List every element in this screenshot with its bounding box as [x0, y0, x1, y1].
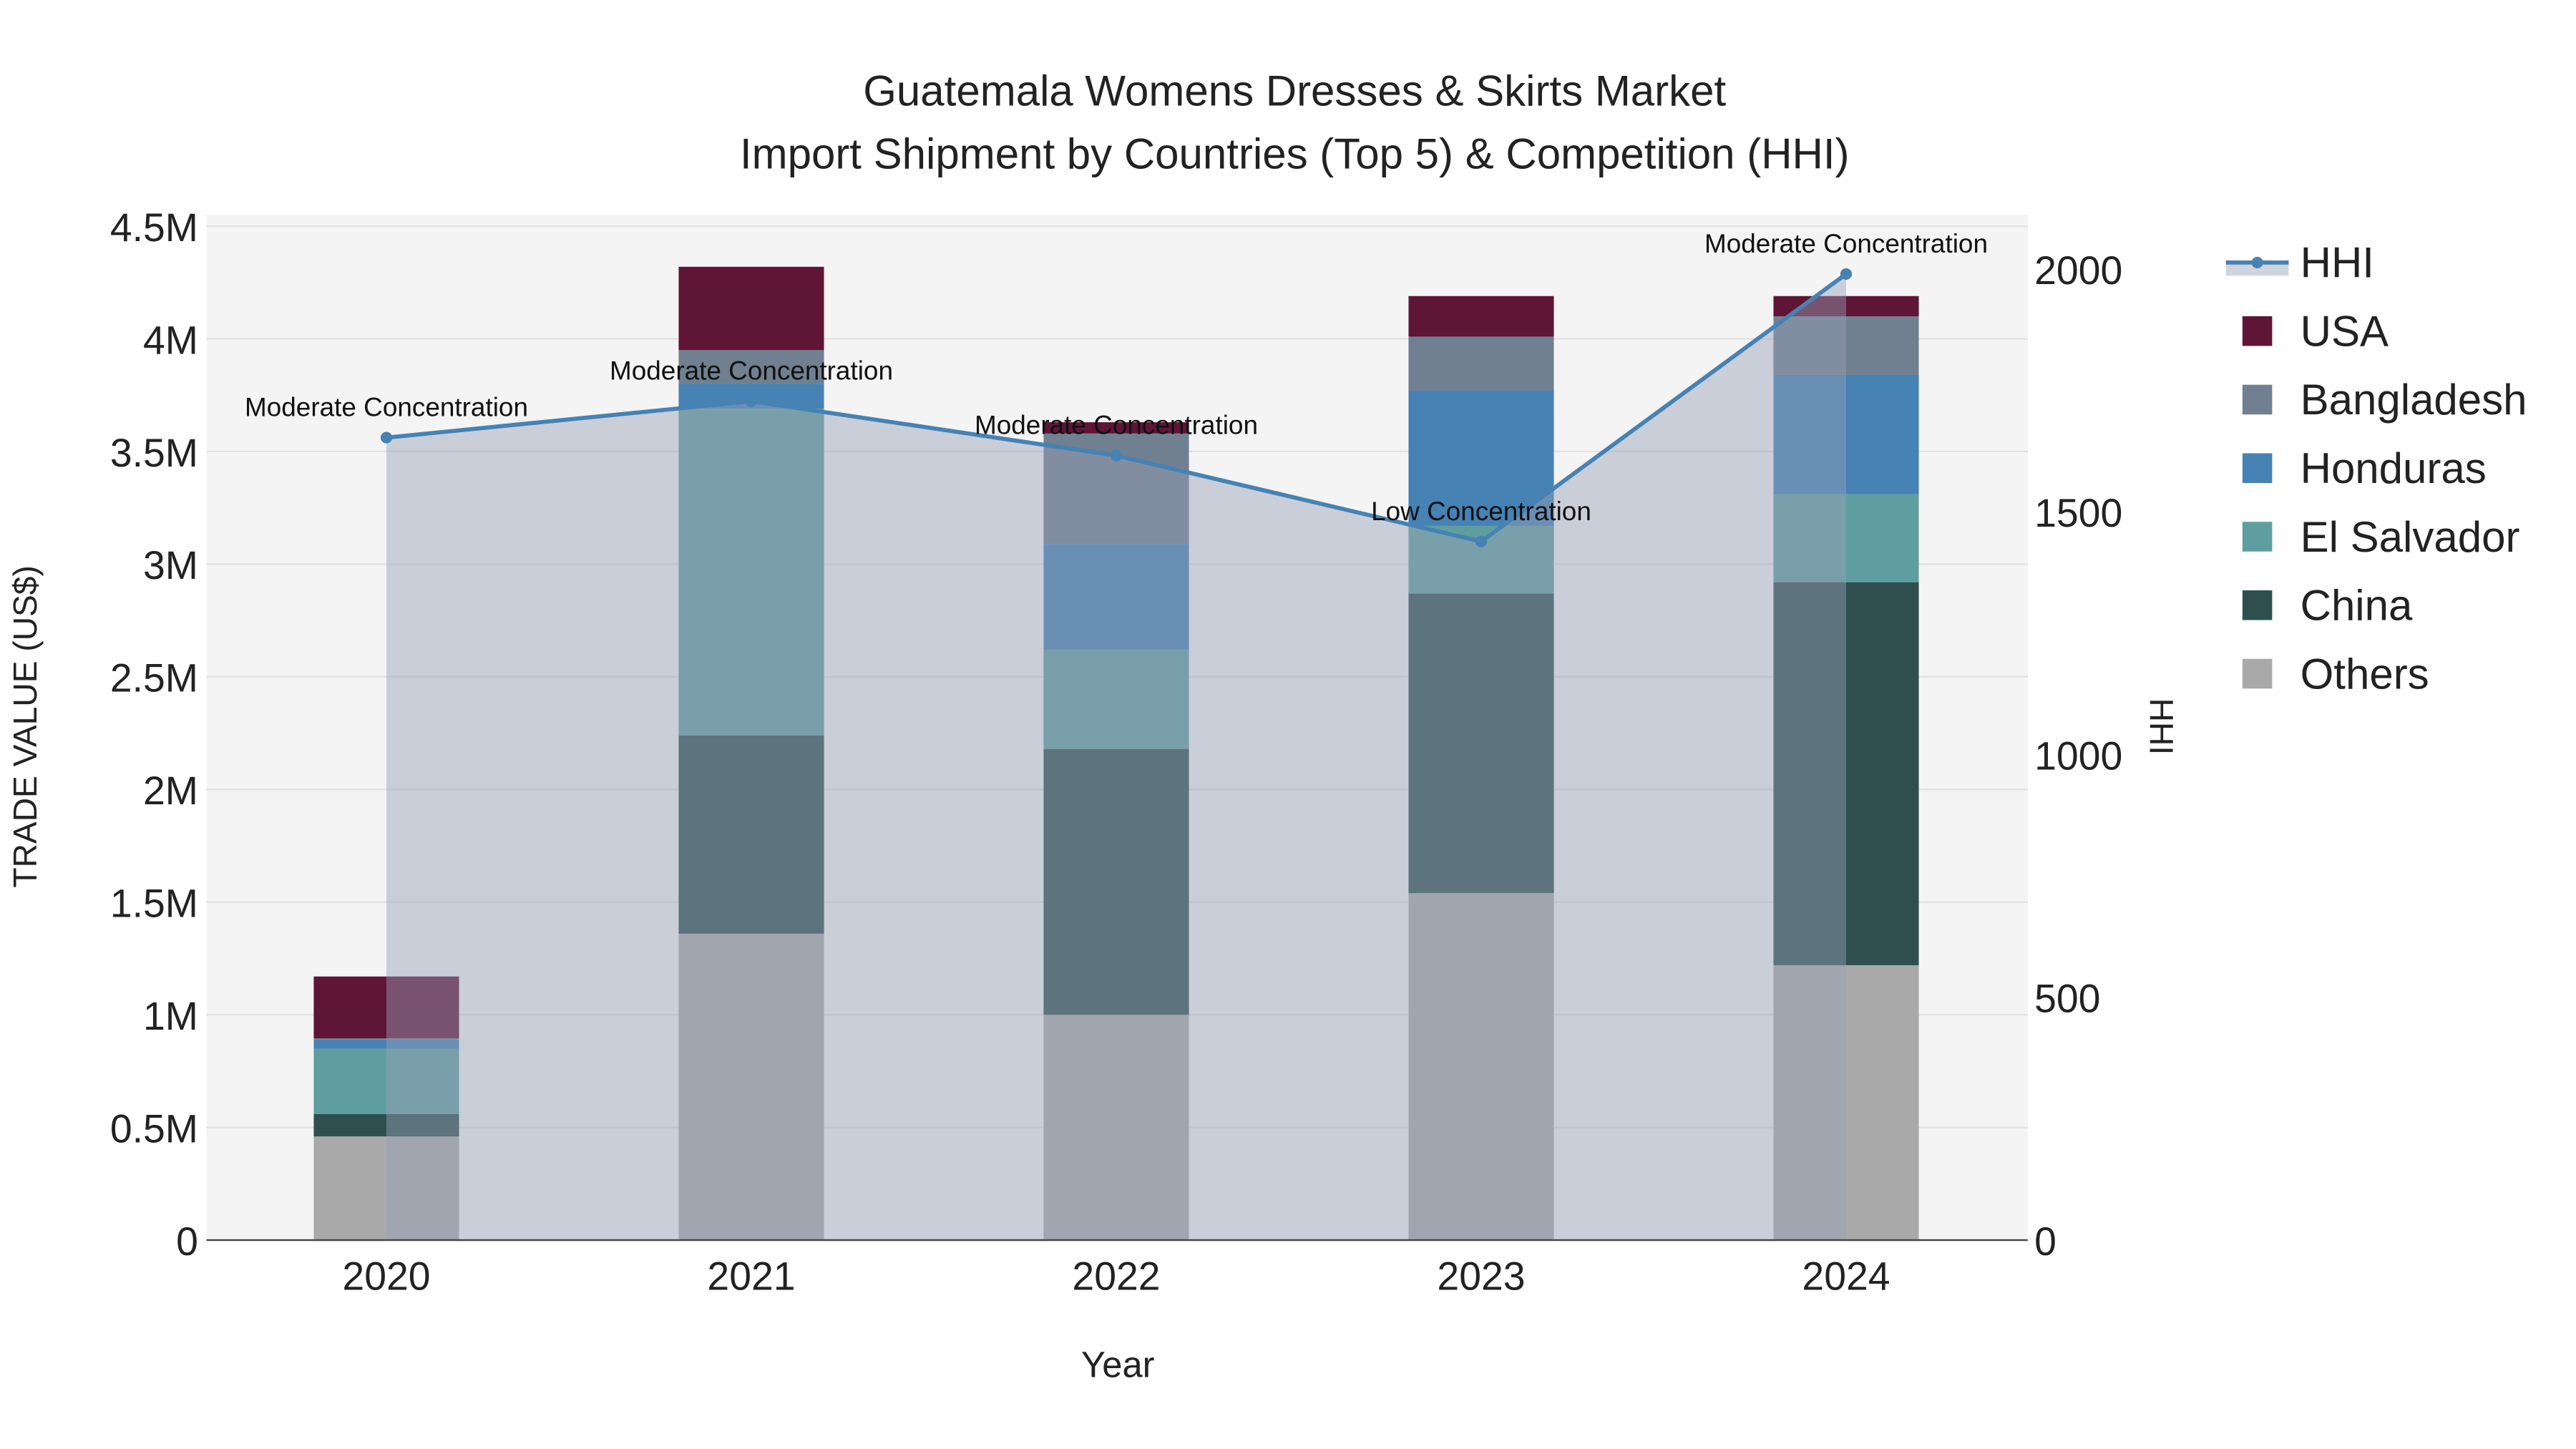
bar-el-salvador [313, 1048, 459, 1114]
legend-label: Bangladesh [2301, 376, 2527, 424]
hhi-point [380, 431, 393, 444]
bar-china [1043, 748, 1189, 1015]
y2-tick-label: 1500 [2034, 491, 2122, 535]
y-tick-label: 2.5M [110, 656, 198, 701]
x-tick-label: 2023 [1437, 1254, 1525, 1298]
y2-tick-label: 0 [2034, 1219, 2057, 1264]
y-tick-label: 1.5M [110, 882, 198, 926]
bar-bangladesh [678, 350, 824, 384]
bar-el-salvador [1043, 650, 1189, 749]
bar-bangladesh [1773, 316, 1919, 375]
legend-swatch-usa [2242, 316, 2273, 346]
legend-label: China [2301, 582, 2413, 630]
bar-china [678, 735, 824, 934]
legend-swatch-honduras [2242, 453, 2273, 483]
x-axis-label: Year [1081, 1345, 1155, 1385]
x-tick-label: 2024 [1802, 1254, 1890, 1298]
bar-honduras [1043, 544, 1189, 650]
y-tick-label: 0 [176, 1219, 198, 1264]
legend-label: El Salvador [2301, 513, 2520, 561]
x-tick-label: 2021 [707, 1254, 795, 1298]
legend-label: USA [2301, 307, 2389, 355]
bar-honduras [1773, 374, 1919, 494]
legend-label: Honduras [2301, 444, 2487, 492]
legend-marker-hhi [2251, 256, 2263, 268]
x-tick-label: 2020 [342, 1254, 430, 1298]
legend-label: Others [2301, 650, 2429, 698]
y2-tick-label: 1000 [2034, 733, 2122, 778]
y-tick-label: 0.5M [110, 1106, 198, 1151]
hhi-point [1840, 268, 1853, 280]
hhi-point [745, 395, 758, 407]
bar-china [1408, 593, 1554, 894]
y-tick-label: 3.5M [110, 431, 198, 475]
bar-others [678, 933, 824, 1241]
bar-others [313, 1136, 459, 1241]
hhi-annotation: Moderate Concentration [245, 393, 528, 422]
bar-others [1043, 1015, 1189, 1241]
y-tick-label: 3M [143, 543, 198, 587]
hhi-point [1475, 535, 1488, 547]
legend-swatch-others [2242, 658, 2273, 689]
legend: HHI USA Bangladesh Honduras El Salvador China… [2225, 239, 2527, 698]
y2-tick-label: 2000 [2034, 248, 2122, 293]
hhi-annotation: Moderate Concentration [610, 356, 893, 386]
bar-usa [1043, 422, 1189, 434]
bar-bangladesh [1408, 336, 1554, 391]
bar-china [1773, 582, 1919, 965]
chart-title: Guatemala Womens Dresses & Skirts Market [863, 67, 1726, 115]
bar-el-salvador [678, 409, 824, 736]
hhi-annotation: Moderate Concentration [975, 411, 1258, 440]
bar-others [1773, 965, 1919, 1241]
y-tick-label: 4.5M [110, 205, 198, 250]
hhi-point [1110, 449, 1123, 462]
y2-tick-label: 500 [2034, 977, 2100, 1021]
bar-usa [1773, 296, 1919, 317]
legend-swatch-china [2242, 590, 2273, 620]
y2-axis-label: HHI [2143, 698, 2180, 755]
bar-bangladesh [313, 1038, 459, 1040]
y-tick-label: 1M [143, 994, 198, 1038]
y-tick-label: 2M [143, 769, 198, 813]
bar-china [313, 1113, 459, 1137]
bar-honduras [313, 1039, 459, 1049]
bar-usa [1408, 296, 1554, 337]
hhi-annotation: Low Concentration [1371, 497, 1591, 526]
legend-swatch-hhi-area [2225, 262, 2289, 276]
bar-others [1408, 893, 1554, 1241]
bar-usa [313, 976, 459, 1039]
x-tick-label: 2022 [1072, 1254, 1160, 1298]
legend-swatch-bangladesh [2242, 384, 2273, 415]
chart-subtitle: Import Shipment by Countries (Top 5) & C… [740, 130, 1850, 177]
hhi-area [386, 273, 1846, 1241]
hhi-annotation: Moderate Concentration [1704, 229, 1988, 258]
legend-label: HHI [2301, 239, 2374, 287]
y-axis-label: TRADE VALUE (US$) [6, 565, 44, 887]
legend-swatch-el-salvador [2242, 522, 2273, 552]
bar-usa [678, 266, 824, 351]
bar-el-salvador [1773, 494, 1919, 582]
y-tick-label: 4M [143, 318, 198, 362]
bar-honduras [1408, 391, 1554, 526]
